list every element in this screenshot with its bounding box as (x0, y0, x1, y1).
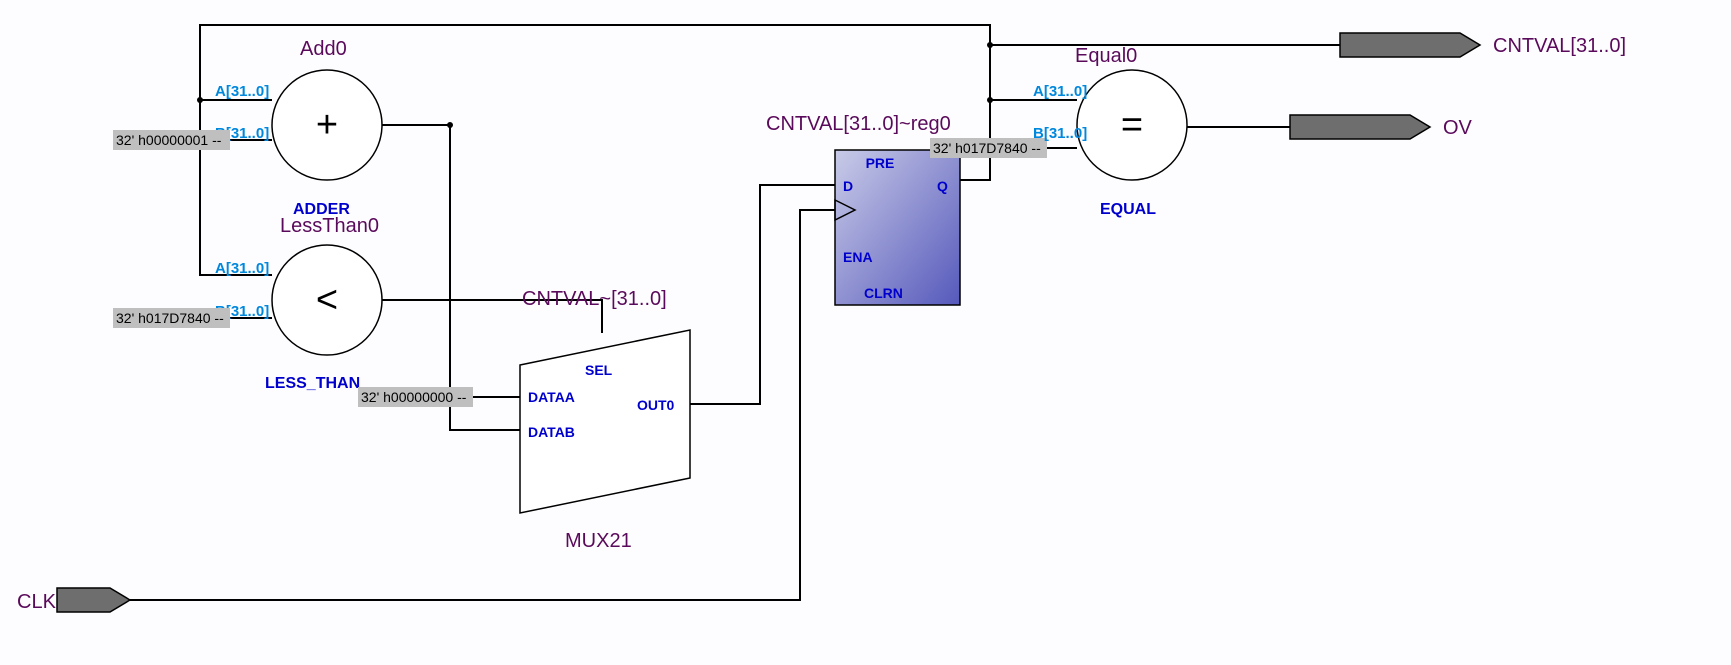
junction-dot (447, 122, 453, 128)
mux-type: MUX21 (565, 530, 632, 552)
input-clk-label: CLK (17, 591, 57, 613)
register-clrn: CLRN (864, 285, 903, 301)
svg-text:32' h00000001 --: 32' h00000001 -- (116, 132, 222, 148)
register-name: CNTVAL[31..0]~reg0 (766, 113, 951, 135)
lessthan-type: LESS_THAN (265, 375, 360, 392)
register-pre: PRE (866, 155, 895, 171)
lessthan-block[interactable]: < LessThan0 A[31..0] B[31..0] LESS_THAN (215, 215, 382, 392)
rtl-schematic: + Add0 A[31..0] B[31..0] ADDER 32' h0000… (0, 0, 1731, 665)
output-pin-cntval[interactable]: CNTVAL[31..0] (1340, 33, 1626, 57)
mux-sel: SEL (585, 362, 613, 378)
equal-port-b: B[31..0] (1033, 125, 1087, 142)
svg-text:32' h017D7840 --: 32' h017D7840 -- (933, 140, 1041, 156)
wire-add-to-datab (382, 125, 520, 430)
equal-block[interactable]: = Equal0 A[31..0] B[31..0] EQUAL (1033, 45, 1187, 218)
mux-dataa: DATAA (528, 389, 575, 405)
wire-mux-to-reg-d (690, 185, 835, 404)
lessthan-name: LessThan0 (280, 215, 379, 237)
junction-dot (197, 97, 203, 103)
adder-port-a: A[31..0] (215, 83, 269, 100)
svg-text:32' h017D7840 --: 32' h017D7840 -- (116, 310, 224, 326)
mux-datab: DATAB (528, 424, 575, 440)
adder-name: Add0 (300, 38, 347, 60)
lessthan-port-a: A[31..0] (215, 260, 269, 277)
output-pin-ov[interactable]: OV (1290, 115, 1473, 139)
register-q: Q (937, 178, 948, 194)
adder-op-symbol: + (316, 104, 338, 146)
input-pin-clk[interactable]: CLK (17, 588, 130, 613)
junction-dot (987, 97, 993, 103)
output-ov-label: OV (1443, 117, 1473, 139)
mux-const: 32' h00000000 -- (358, 387, 473, 407)
adder-const: 32' h00000001 -- (113, 130, 230, 150)
mux-block[interactable]: CNTVAL~[31..0] SEL DATAA DATAB OUT0 MUX2… (520, 288, 690, 552)
equal-const: 32' h017D7840 -- (930, 138, 1047, 158)
equal-type: EQUAL (1100, 201, 1156, 218)
equal-op-symbol: = (1121, 104, 1143, 146)
mux-out: OUT0 (637, 397, 675, 413)
equal-name: Equal0 (1075, 45, 1137, 67)
svg-text:32' h00000000 --: 32' h00000000 -- (361, 389, 467, 405)
mux-name: CNTVAL~[31..0] (522, 288, 667, 310)
equal-port-a: A[31..0] (1033, 83, 1087, 100)
junction-dot (987, 42, 993, 48)
register-d: D (843, 178, 853, 194)
output-cntval-label: CNTVAL[31..0] (1493, 35, 1626, 57)
lessthan-const: 32' h017D7840 -- (113, 308, 230, 328)
lessthan-op-symbol: < (316, 279, 338, 321)
adder-block[interactable]: + Add0 A[31..0] B[31..0] ADDER (215, 38, 382, 218)
register-ena: ENA (843, 249, 873, 265)
